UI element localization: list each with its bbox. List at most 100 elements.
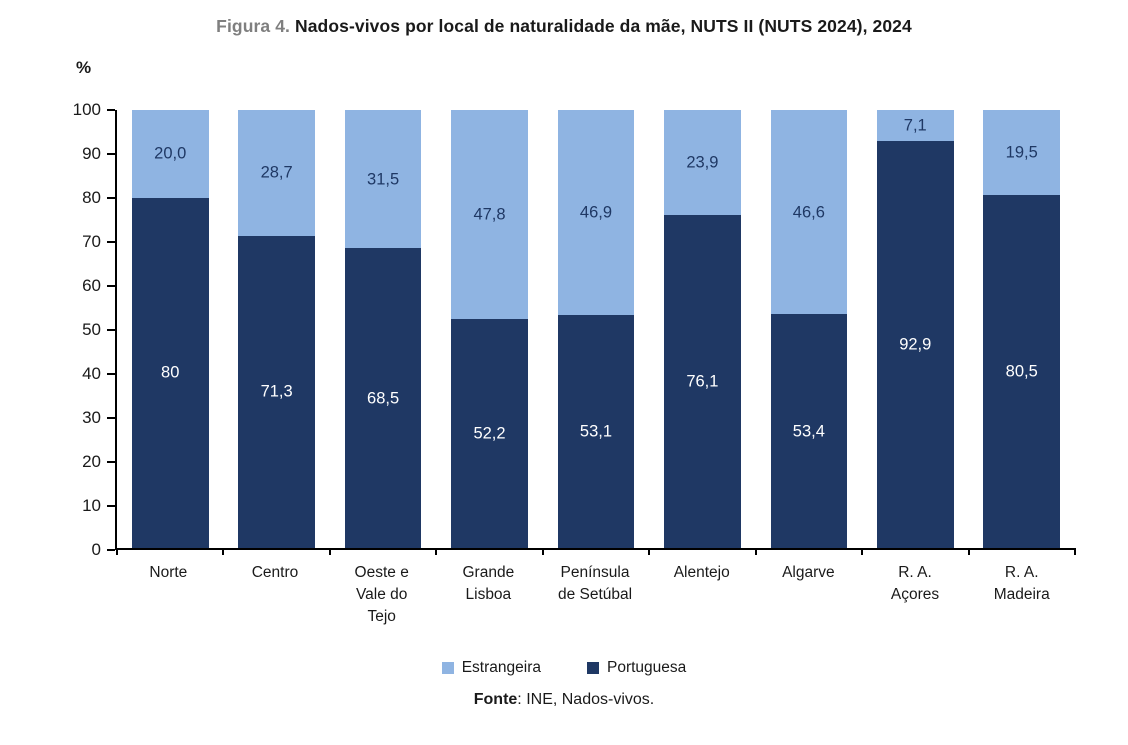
bar-segment-portuguesa — [664, 214, 741, 548]
y-tick-label: 60 — [82, 276, 101, 295]
bar-segment-portuguesa — [238, 235, 315, 548]
stacked-bar: 71,3 28,7 — [238, 110, 315, 548]
y-tick-label: 100 — [72, 100, 101, 119]
x-tick — [1074, 548, 1076, 555]
x-tick — [861, 548, 864, 555]
y-tick-label: 80 — [82, 188, 101, 207]
y-tick — [107, 197, 115, 199]
bar-value-label: 76,1 — [686, 372, 719, 391]
bar-value-label: 19,5 — [1005, 143, 1038, 162]
bar-segment-estrangeira — [664, 110, 741, 215]
y-tick — [107, 505, 115, 507]
bar-value-label: 53,4 — [792, 421, 825, 440]
bar-segment-portuguesa — [876, 141, 954, 548]
stacked-bar: 80 20,0 — [131, 110, 209, 548]
bar-segment-estrangeira — [131, 110, 209, 198]
bar-value-label: 31,5 — [367, 169, 400, 188]
x-category-label: Norte — [149, 564, 188, 581]
source-label: Fonte — [473, 691, 518, 708]
bar-value-label: 52,2 — [473, 424, 506, 443]
x-tick — [648, 548, 651, 555]
bar-value-label: 80 — [161, 363, 180, 382]
bar-column: 76,1 23,9 — [649, 110, 755, 548]
x-category-label: Alentejo — [673, 564, 730, 581]
x-category-label: R. A. Madeira — [993, 564, 1050, 603]
bar-segment-estrangeira — [238, 110, 315, 236]
source-text: : INE, Nados-vivos. — [517, 691, 655, 708]
bar-segment-estrangeira — [876, 110, 954, 142]
x-axis-category-labels: Norte Centro Oeste e Vale do Tejo Grande Lisbo… — [115, 562, 1075, 628]
y-tick-label: 50 — [82, 320, 101, 339]
bar-segment-portuguesa — [451, 319, 528, 548]
bar-column: 92,9 7,1 — [862, 110, 968, 548]
legend-label: Estrangeira — [461, 659, 541, 676]
x-category-label: R. A. Açores — [890, 564, 940, 603]
y-tick — [107, 153, 115, 155]
x-tick — [967, 548, 970, 555]
legend-item: Estrangeira — [441, 659, 541, 677]
bar-column: 80 20,0 — [117, 110, 223, 548]
bar-segment-estrangeira — [770, 110, 848, 315]
bar-column: 52,2 47,8 — [436, 110, 542, 548]
bar-segment-portuguesa — [131, 197, 209, 548]
bar-segment-estrangeira — [983, 110, 1061, 196]
plot-area: 0 10 20 30 40 50 60 70 80 90 100 80 20,0 71,3 28,7 68,… — [73, 100, 1076, 559]
chart-legend: Estrangeira Portuguesa — [0, 659, 1128, 677]
x-tick — [435, 548, 438, 555]
x-category-label: Grande Lisboa — [462, 564, 515, 603]
x-category-label: Península de Setúbal — [557, 564, 633, 603]
bar-value-label: 92,9 — [899, 335, 932, 354]
bar-value-label: 20,0 — [154, 144, 187, 163]
bar-value-label: 47,8 — [473, 205, 506, 224]
y-tick-label: 10 — [82, 496, 101, 515]
bar-segment-portuguesa — [983, 195, 1061, 548]
bar-column: 71,3 28,7 — [223, 110, 329, 548]
stacked-bar: 68,5 31,5 — [344, 110, 422, 548]
bar-column: 53,1 46,9 — [543, 110, 649, 548]
legend-label: Portuguesa — [606, 659, 687, 676]
y-tick-label: 30 — [82, 408, 101, 427]
bars-container: 80 20,0 71,3 28,7 68,5 31,5 52,2 47,8 53,1 46,9 76… — [117, 110, 1075, 548]
stacked-bar: 53,4 46,6 — [770, 110, 848, 548]
x-tick — [328, 548, 331, 555]
stacked-bar: 52,2 47,8 — [451, 110, 528, 548]
bar-segment-portuguesa — [344, 247, 422, 548]
bar-column: 80,5 19,5 — [969, 110, 1075, 548]
bar-segment-portuguesa — [557, 315, 635, 548]
bar-column: 68,5 31,5 — [330, 110, 436, 548]
figure-number: Figura 4. — [216, 16, 290, 36]
bar-segment-portuguesa — [770, 314, 848, 548]
y-tick — [107, 417, 115, 419]
y-tick — [107, 373, 115, 375]
bar-value-label: 7,1 — [903, 116, 927, 135]
bar-value-label: 53,1 — [579, 422, 613, 441]
x-category-label: Algarve — [782, 564, 835, 581]
y-tick-label: 0 — [91, 540, 101, 559]
chart-title-text: Nados-vivos por local de naturalidade da… — [290, 16, 912, 36]
y-tick — [107, 285, 115, 287]
x-tick — [541, 548, 544, 555]
x-category-label: Centro — [251, 564, 299, 581]
y-tick — [107, 549, 115, 551]
y-tick-label: 90 — [82, 144, 101, 163]
x-tick — [222, 548, 225, 555]
legend-swatch-icon — [586, 662, 599, 674]
x-tick — [754, 548, 757, 555]
y-tick-label: 40 — [82, 364, 101, 383]
bar-segment-estrangeira — [557, 110, 635, 316]
bar-segment-estrangeira — [451, 110, 528, 320]
stacked-bar: 92,9 7,1 — [876, 110, 954, 548]
bar-column: 53,4 46,6 — [756, 110, 862, 548]
stacked-bar: 80,5 19,5 — [983, 110, 1061, 548]
x-tick — [116, 548, 118, 555]
y-tick — [107, 109, 115, 111]
bar-value-label: 28,7 — [260, 163, 293, 182]
stacked-bar: 53,1 46,9 — [557, 110, 635, 548]
y-tick-label: 70 — [82, 232, 101, 251]
bar-value-label: 71,3 — [260, 382, 293, 401]
source-note: Fonte: INE, Nados-vivos. — [0, 691, 1128, 709]
bar-value-label: 23,9 — [686, 153, 719, 172]
y-axis-unit-label: % — [76, 58, 92, 77]
x-category-label: Oeste e Vale do Tejo — [354, 564, 409, 625]
